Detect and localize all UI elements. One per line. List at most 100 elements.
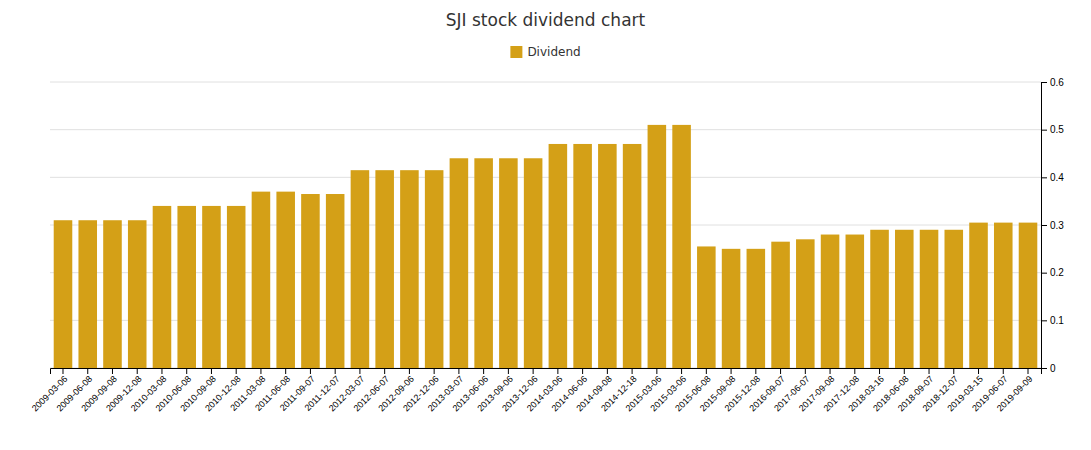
x-tick-mark xyxy=(607,368,608,374)
bar xyxy=(994,223,1013,368)
x-tick: 2019-09-09 xyxy=(995,368,1035,413)
x-tick-mark xyxy=(582,368,583,374)
y-tick-label: 0.4 xyxy=(1050,172,1064,183)
grid-line xyxy=(50,320,1041,321)
x-tick-mark xyxy=(508,368,509,374)
y-tick: 0.2 xyxy=(1041,267,1064,278)
y-tick-mark xyxy=(1041,225,1047,226)
x-tick-mark xyxy=(434,368,435,374)
bar xyxy=(276,192,295,368)
bar xyxy=(697,246,716,368)
grid-line xyxy=(50,272,1041,273)
x-tick-mark xyxy=(953,368,954,374)
x-tick-mark xyxy=(458,368,459,374)
y-tick-label: 0.2 xyxy=(1050,267,1064,278)
x-tick-mark xyxy=(681,368,682,374)
y-tick: 0.1 xyxy=(1041,315,1064,326)
bar xyxy=(870,230,889,368)
x-tick-mark xyxy=(755,368,756,374)
x-tick-mark xyxy=(1003,368,1004,374)
x-tick-mark xyxy=(211,368,212,374)
bar xyxy=(821,235,840,368)
x-tick-mark xyxy=(409,368,410,374)
x-tick-mark xyxy=(335,368,336,374)
x-tick-mark xyxy=(632,368,633,374)
grid xyxy=(50,82,1041,368)
y-tick-mark xyxy=(1041,320,1047,321)
x-tick-mark xyxy=(830,368,831,374)
x-tick-mark xyxy=(533,368,534,374)
x-tick-mark xyxy=(137,368,138,374)
y-tick-label: 0.5 xyxy=(1050,124,1064,135)
bar xyxy=(252,192,271,368)
legend-item: Dividend xyxy=(510,45,580,59)
x-tick-mark xyxy=(978,368,979,374)
x-tick-mark xyxy=(384,368,385,374)
bar xyxy=(846,235,865,368)
x-tick-mark xyxy=(929,368,930,374)
bar xyxy=(499,158,518,368)
bar xyxy=(177,206,196,368)
bar xyxy=(1019,223,1038,368)
bar xyxy=(400,170,419,368)
bar xyxy=(375,170,394,368)
chart: 2009-03-062009-06-082009-09-082009-12-08… xyxy=(0,0,1091,450)
bar xyxy=(722,249,741,368)
x-axis: 2009-03-062009-06-082009-09-082009-12-08… xyxy=(30,368,1042,413)
bar xyxy=(969,223,988,368)
bar xyxy=(103,220,122,368)
y-axis-line xyxy=(1042,83,1048,369)
y-tick-mark xyxy=(1041,130,1047,131)
bar xyxy=(549,144,568,368)
bar xyxy=(326,194,345,368)
bar xyxy=(623,144,642,368)
x-tick-mark xyxy=(854,368,855,374)
x-tick-mark xyxy=(161,368,162,374)
y-tick-mark xyxy=(1041,368,1047,369)
x-tick-mark xyxy=(236,368,237,374)
grid-line xyxy=(50,177,1041,178)
x-tick-mark xyxy=(904,368,905,374)
x-tick-mark xyxy=(780,368,781,374)
bar xyxy=(524,158,543,368)
x-tick-mark xyxy=(285,368,286,374)
title: SJI stock dividend chart xyxy=(446,10,646,30)
x-tick-mark xyxy=(186,368,187,374)
legend: Dividend xyxy=(510,45,580,59)
bar xyxy=(747,249,766,368)
bar xyxy=(78,220,97,368)
bar xyxy=(474,158,493,368)
x-tick-mark xyxy=(706,368,707,374)
bar xyxy=(202,206,221,368)
y-tick-label: 0.1 xyxy=(1050,315,1064,326)
plot: 2009-03-062009-06-082009-09-082009-12-08… xyxy=(30,77,1064,414)
x-tick-mark xyxy=(1028,368,1029,374)
bar xyxy=(895,230,914,368)
x-tick-mark xyxy=(260,368,261,374)
y-tick-label: 0.6 xyxy=(1050,77,1064,88)
y-tick: 0.4 xyxy=(1041,172,1064,183)
legend-label: Dividend xyxy=(527,45,580,59)
y-tick: 0 xyxy=(1041,363,1056,374)
bar xyxy=(227,206,246,368)
bar xyxy=(648,125,667,368)
bar xyxy=(301,194,320,368)
x-tick-mark xyxy=(557,368,558,374)
bar xyxy=(450,158,469,368)
y-tick: 0.3 xyxy=(1041,220,1064,231)
x-tick-mark xyxy=(805,368,806,374)
bar xyxy=(54,220,73,368)
y-tick-label: 0.3 xyxy=(1050,220,1064,231)
legend-swatch xyxy=(510,46,522,58)
bar xyxy=(920,230,939,368)
y-tick-label: 0 xyxy=(1050,363,1056,374)
y-tick-mark xyxy=(1041,177,1047,178)
x-axis-line xyxy=(51,369,1042,375)
x-tick-mark xyxy=(310,368,311,374)
bar xyxy=(128,220,147,368)
y-tick-mark xyxy=(1041,273,1047,274)
x-tick-mark xyxy=(359,368,360,374)
bar xyxy=(796,239,815,368)
bar xyxy=(672,125,691,368)
x-tick-mark xyxy=(731,368,732,374)
